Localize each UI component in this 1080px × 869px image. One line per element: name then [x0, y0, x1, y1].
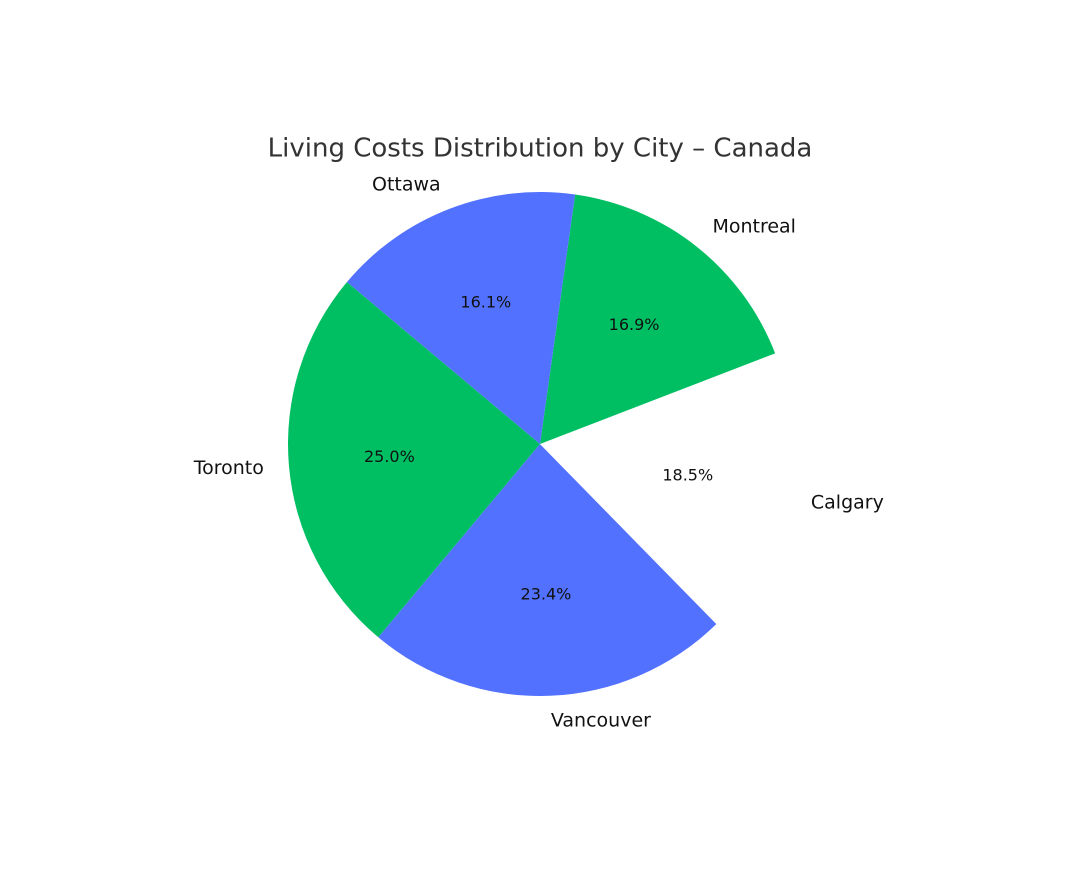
pie-slice [346, 191, 576, 444]
pie-slice [287, 282, 540, 638]
slice-label: Ottawa [372, 174, 441, 196]
slice-label: Montreal [712, 215, 796, 237]
pie-slice [540, 194, 776, 444]
pie-slice [540, 353, 792, 625]
slice-label: Vancouver [551, 709, 651, 731]
chart-title: Living Costs Distribution by City – Cana… [268, 134, 813, 164]
value-label: 25.0% [364, 447, 415, 466]
pie-slice [378, 444, 717, 697]
value-label: 23.4% [521, 585, 572, 604]
value-label: 16.1% [460, 292, 511, 311]
slice-label: Toronto [193, 457, 264, 479]
slice-label: Calgary [811, 491, 884, 513]
value-label: 16.9% [609, 315, 660, 334]
value-label: 18.5% [662, 466, 713, 485]
